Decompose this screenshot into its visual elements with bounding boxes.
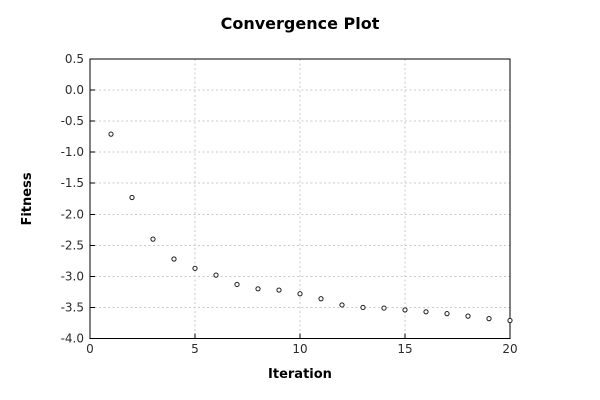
x-tick-label: 15	[397, 342, 412, 356]
y-axis-label: Fitness	[20, 172, 35, 225]
y-tick-label: -2.0	[61, 207, 84, 221]
tick-label-layer: 0 5 10 15 20 0.5 0.0 -0.5 -1.0 -1.5 -2.0 -2.5 -3.0 -3…	[61, 52, 518, 356]
x-tick-label: 0	[86, 342, 94, 356]
data-point	[486, 316, 492, 322]
y-tick-label: 0.5	[65, 52, 84, 66]
y-tick-label: -3.0	[61, 269, 84, 283]
data-point	[402, 307, 408, 313]
y-tick-label: -1.5	[61, 176, 84, 190]
data-point	[318, 296, 324, 302]
grid-layer	[90, 59, 510, 339]
data-point-layer	[108, 131, 513, 324]
data-point	[423, 309, 429, 315]
data-point	[150, 236, 156, 242]
y-tick-label: 0.0	[65, 83, 84, 97]
data-point	[234, 281, 240, 288]
y-tick-label: -3.5	[61, 300, 84, 314]
data-point	[507, 317, 513, 324]
x-tick-label: 20	[502, 342, 517, 356]
data-point	[339, 302, 345, 308]
data-point	[108, 131, 114, 137]
plot-border	[89, 58, 511, 339]
x-tick-label: 5	[191, 342, 199, 356]
data-point	[213, 272, 219, 278]
plot-frame	[89, 58, 511, 339]
y-tick-label: -0.5	[61, 114, 84, 128]
chart-title: Convergence Plot	[221, 14, 380, 33]
data-point	[465, 313, 471, 319]
data-point	[192, 265, 198, 271]
data-point	[297, 291, 303, 297]
y-tick-label: -4.0	[61, 332, 84, 346]
data-point	[381, 305, 387, 311]
data-point	[360, 304, 366, 311]
data-point	[171, 256, 177, 262]
data-point	[255, 286, 261, 292]
x-axis-label: Iteration	[268, 367, 332, 382]
data-point	[276, 287, 282, 293]
y-tick-label: -2.5	[61, 238, 84, 252]
data-point	[444, 311, 450, 317]
y-tick-label: -1.0	[61, 145, 84, 159]
data-point	[129, 194, 135, 201]
x-tick-label: 10	[292, 342, 307, 356]
